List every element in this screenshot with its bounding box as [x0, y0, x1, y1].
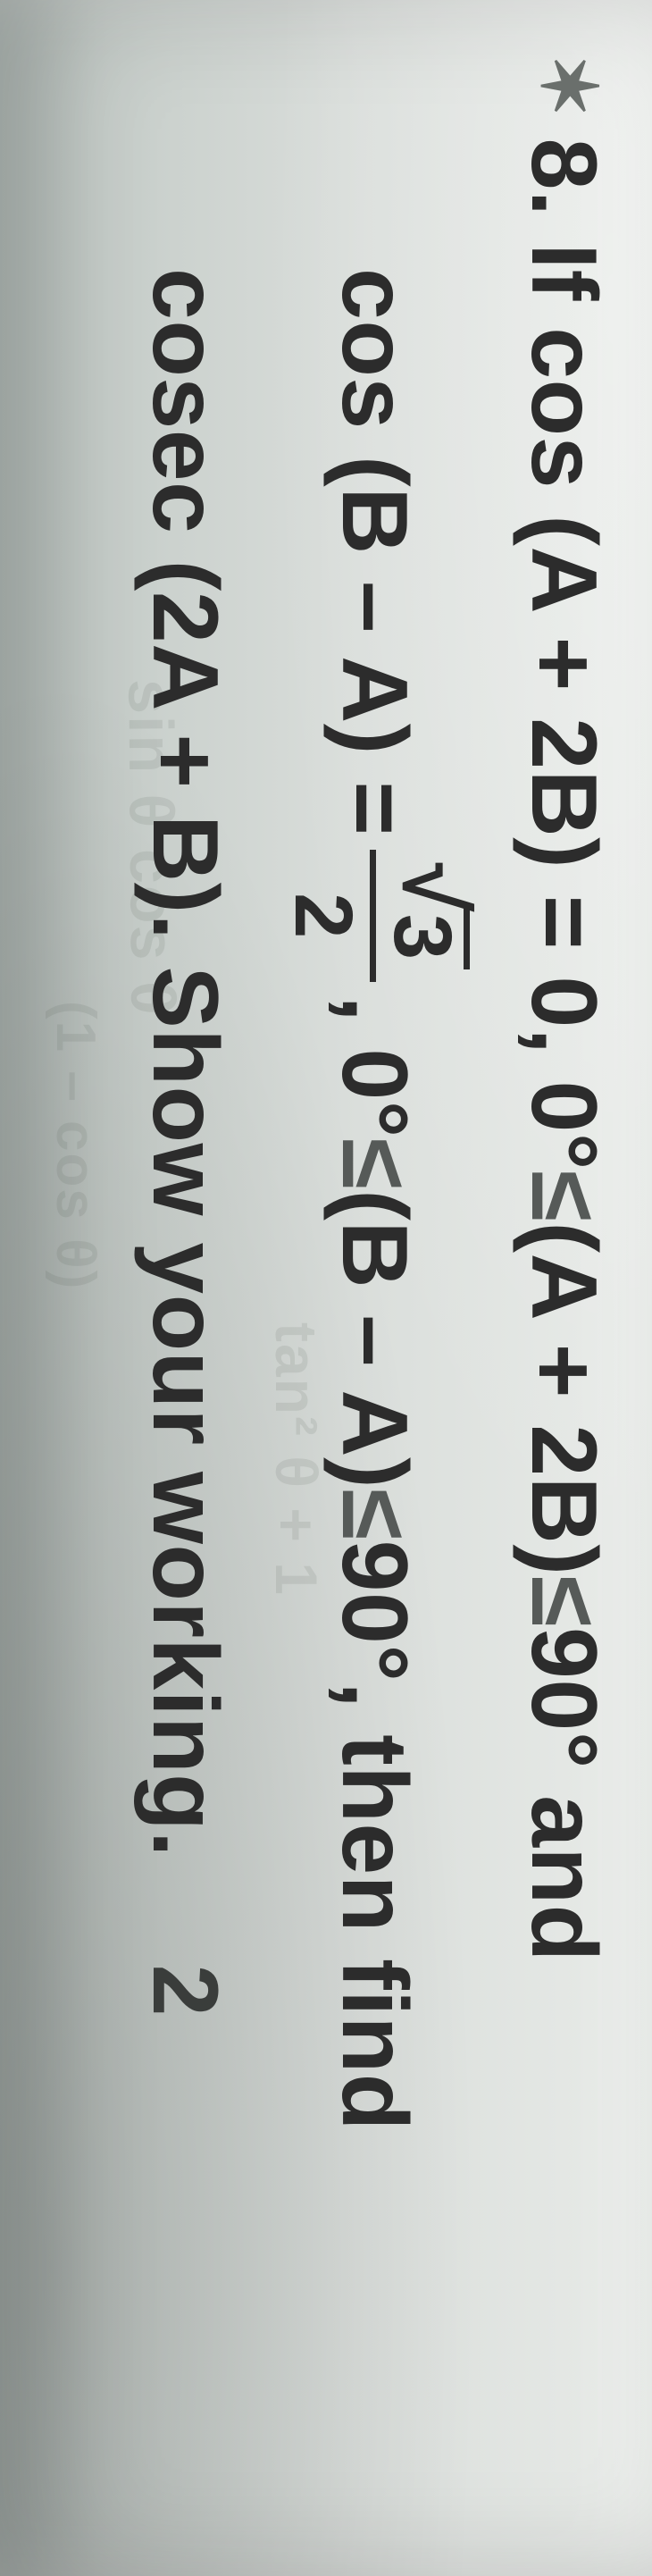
paper-surface: sin θ cos θ tan² θ + 1 (1 – cos θ) ✶ 8. … [0, 0, 652, 2576]
text-segment: , 0° [321, 996, 427, 1138]
text-segment: 90° and [510, 1627, 616, 1962]
question-line-2: cos (B – A) = √ 3 2 , 0° ≤ (B – A) ≤ 90°… [279, 268, 469, 2522]
leq-symbol: ≤ [321, 1489, 427, 1540]
fraction-numerator: √ 3 [381, 850, 472, 981]
question-number: 8. [510, 138, 616, 217]
marks-value: 2 [131, 1965, 238, 2017]
text-segment: 90°, then find [321, 1540, 427, 2131]
text-segment: (B – A) [321, 1189, 427, 1489]
text-segment: cos (B – A) = [321, 268, 427, 835]
leq-symbol: ≤ [510, 1171, 616, 1222]
square-root: √ 3 [381, 862, 470, 969]
question-block: ✶ 8. If cos (A + 2B) = 0, 0° ≤ (A + 2B) … [131, 54, 616, 2522]
leq-symbol: ≤ [510, 1575, 616, 1627]
question-number-group: ✶ 8. [510, 54, 616, 216]
text-segment: cosec (2A + B). Show your working. [131, 268, 238, 1858]
question-line-3: cosec (2A + B). Show your working. 2 [131, 268, 238, 2522]
leq-symbol: ≤ [321, 1138, 427, 1190]
fraction-bar [370, 850, 376, 981]
fraction-denominator: 2 [282, 880, 364, 952]
text-segment: If cos (A + 2B) = 0, 0° [510, 243, 616, 1171]
bleedthrough-text: (1 – cos θ) [44, 1001, 107, 1290]
radical-icon: √ [398, 862, 470, 911]
fraction: √ 3 2 [282, 850, 472, 981]
star-icon: ✶ [524, 54, 614, 119]
text-segment: (A + 2B) [510, 1221, 616, 1575]
question-line-1: ✶ 8. If cos (A + 2B) = 0, 0° ≤ (A + 2B) … [510, 54, 616, 2522]
radicand: 3 [381, 909, 470, 969]
